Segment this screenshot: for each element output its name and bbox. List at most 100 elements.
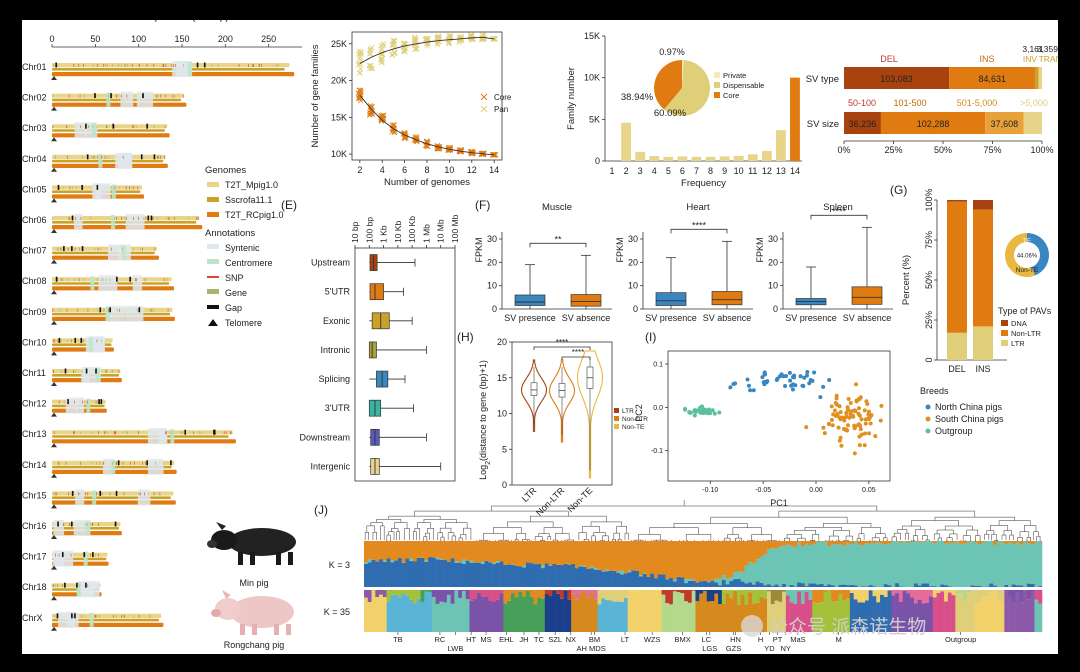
admixture-segment <box>401 562 406 587</box>
admixture-segment <box>394 594 399 632</box>
admixture-segment <box>672 581 677 587</box>
admixture-segment <box>770 541 775 549</box>
admixture-segment <box>993 590 998 632</box>
admixture-segment <box>721 579 726 587</box>
admixture-segment <box>748 582 753 587</box>
x-tick-label: 100 bp <box>364 217 374 243</box>
group-label: M <box>835 635 841 644</box>
admixture-segment <box>831 585 836 587</box>
plot-frame <box>354 247 456 482</box>
admixture-segment <box>1011 590 1016 602</box>
pie-label: 60.09% <box>654 108 687 119</box>
gap-mark <box>92 552 94 558</box>
admixture-segment <box>1015 590 1020 593</box>
chromosome-axis-tick: 200 <box>218 34 233 44</box>
admixture-segment <box>495 562 500 587</box>
admixture-segment <box>1008 542 1013 587</box>
admixture-segment <box>514 597 519 632</box>
admixture-segment <box>827 541 832 547</box>
admixture-segment <box>379 559 384 587</box>
admixture-segment <box>590 566 595 569</box>
admixture-segment <box>650 541 655 574</box>
chromosome-row: Chr09 <box>22 305 175 325</box>
legend-label: Telomere <box>225 318 262 328</box>
admixture-segment <box>533 564 538 587</box>
admixture-segment <box>812 544 817 584</box>
gap-mark <box>213 429 216 435</box>
admixture-segment <box>853 541 858 586</box>
group-label: LC <box>702 635 712 644</box>
group-label: RC <box>435 635 446 644</box>
admixture-segment <box>578 590 583 594</box>
admixture-segment <box>386 558 391 587</box>
legend-label: LTR <box>1011 339 1025 348</box>
data-point <box>827 377 832 382</box>
admixture-segment <box>883 590 888 597</box>
admixture-segment <box>842 584 847 587</box>
admixture-segment <box>759 590 764 597</box>
x-tick-label: 6 <box>402 165 407 175</box>
data-point <box>412 36 419 42</box>
y-tick-label: 0 <box>773 304 778 314</box>
admixture-segment <box>929 596 934 632</box>
admixture-segment <box>838 584 843 587</box>
admixture-segment <box>631 591 636 632</box>
admixture-segment <box>541 590 546 599</box>
chromosome-name: Chr14 <box>22 460 47 470</box>
admixture-segment <box>461 590 466 592</box>
admixture-segment <box>612 571 617 587</box>
admixture-segment <box>861 545 866 587</box>
group-label: SV absence <box>843 313 892 323</box>
stacked-segment <box>1023 112 1042 134</box>
admixture-segment <box>910 590 915 598</box>
x-axis-title: Number of genomes <box>384 177 470 188</box>
bar <box>621 122 632 161</box>
admixture-segment <box>507 600 512 632</box>
gap-mark <box>71 246 73 252</box>
admixture-segment <box>439 559 444 587</box>
admixture-segment <box>951 595 956 632</box>
admixture-segment <box>458 541 463 562</box>
admixture-segment <box>925 541 930 584</box>
x-tick-label: 10 <box>444 165 454 175</box>
y-axis-title: FPKM <box>615 237 625 262</box>
admixture-segment <box>895 593 900 632</box>
admixture-segment <box>755 559 760 582</box>
admixture-segment <box>955 590 960 595</box>
admixture-segment <box>977 544 983 587</box>
admixture-segment <box>379 594 384 632</box>
admixture-segment <box>382 541 387 561</box>
admixture-segment <box>812 583 817 587</box>
admixture-segment <box>932 597 937 632</box>
syntenic-block <box>74 122 87 139</box>
admixture-segment <box>940 584 945 587</box>
admixture-segment <box>831 601 836 632</box>
admixture-segment <box>458 590 463 598</box>
admixture-segment <box>405 558 410 587</box>
data-point <box>788 378 793 383</box>
data-point <box>468 32 475 38</box>
admixture-segment <box>808 545 813 584</box>
admixture-segment <box>917 590 922 600</box>
admixture-segment <box>601 598 606 632</box>
admixture-segment <box>929 586 934 587</box>
admixture-segment <box>1030 591 1035 632</box>
y-tick-label: 20 <box>768 257 778 267</box>
admixture-segment <box>816 590 821 604</box>
chromosome-name: Chr15 <box>22 490 47 500</box>
data-point <box>712 411 717 416</box>
sv-type-label: TRANS <box>1039 54 1058 64</box>
admixture-segment <box>977 541 983 545</box>
admixture-segment <box>725 578 730 585</box>
centromere-mark <box>121 245 126 260</box>
admixture-segment <box>887 585 892 587</box>
admixture-segment <box>695 590 700 601</box>
data-point <box>368 104 374 110</box>
admixture-segment <box>548 590 553 596</box>
admixture-segment <box>375 561 380 587</box>
group-label: MaS <box>790 635 805 644</box>
box-6 <box>369 428 427 446</box>
gap-mark <box>96 184 99 190</box>
box-0 <box>369 254 416 271</box>
x-tick-label: 4 <box>652 166 657 176</box>
